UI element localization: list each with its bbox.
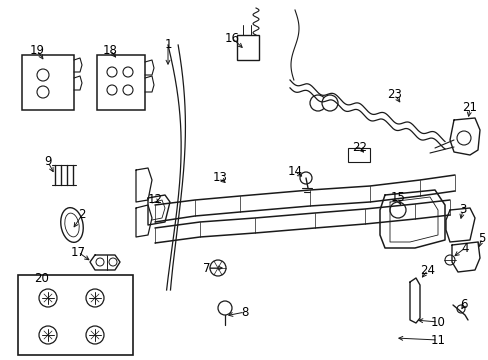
Circle shape — [123, 85, 133, 95]
Circle shape — [39, 289, 57, 307]
Circle shape — [123, 67, 133, 77]
Text: 21: 21 — [462, 102, 476, 114]
Bar — [22, 55, 74, 110]
Circle shape — [321, 95, 337, 111]
Circle shape — [37, 69, 49, 81]
Circle shape — [456, 131, 470, 145]
Text: 23: 23 — [387, 89, 402, 102]
Text: 11: 11 — [429, 333, 445, 346]
Circle shape — [86, 326, 104, 344]
Circle shape — [109, 258, 117, 266]
Ellipse shape — [65, 213, 79, 237]
Text: 5: 5 — [477, 231, 485, 244]
Text: 15: 15 — [390, 192, 405, 204]
Bar — [237, 35, 259, 60]
Circle shape — [96, 258, 104, 266]
Text: 1: 1 — [164, 39, 171, 51]
Circle shape — [299, 172, 311, 184]
Circle shape — [350, 148, 364, 162]
Text: 10: 10 — [429, 315, 445, 328]
Bar — [347, 148, 369, 162]
Text: 2: 2 — [78, 208, 85, 221]
Text: 6: 6 — [459, 298, 467, 311]
Text: 17: 17 — [70, 246, 85, 258]
Circle shape — [209, 260, 225, 276]
Ellipse shape — [61, 208, 83, 242]
Circle shape — [107, 67, 117, 77]
Text: 12: 12 — [147, 193, 162, 207]
Text: 19: 19 — [29, 44, 44, 57]
Text: 14: 14 — [287, 166, 302, 179]
Text: 7: 7 — [203, 261, 210, 274]
Circle shape — [86, 289, 104, 307]
Text: 13: 13 — [212, 171, 227, 184]
Circle shape — [218, 301, 231, 315]
Bar — [97, 55, 145, 110]
Circle shape — [309, 95, 325, 111]
Circle shape — [456, 305, 464, 313]
Text: 3: 3 — [458, 203, 466, 216]
Circle shape — [107, 85, 117, 95]
Circle shape — [39, 326, 57, 344]
Text: 4: 4 — [460, 242, 468, 255]
Text: 22: 22 — [352, 141, 367, 154]
Circle shape — [37, 86, 49, 98]
Text: 24: 24 — [420, 264, 435, 276]
Text: 8: 8 — [241, 306, 248, 319]
Text: 16: 16 — [224, 31, 239, 45]
Text: 9: 9 — [44, 156, 52, 168]
Circle shape — [389, 202, 405, 218]
Circle shape — [444, 255, 454, 265]
Text: 18: 18 — [102, 44, 117, 57]
Text: 20: 20 — [35, 271, 49, 284]
Bar — [18, 275, 133, 355]
